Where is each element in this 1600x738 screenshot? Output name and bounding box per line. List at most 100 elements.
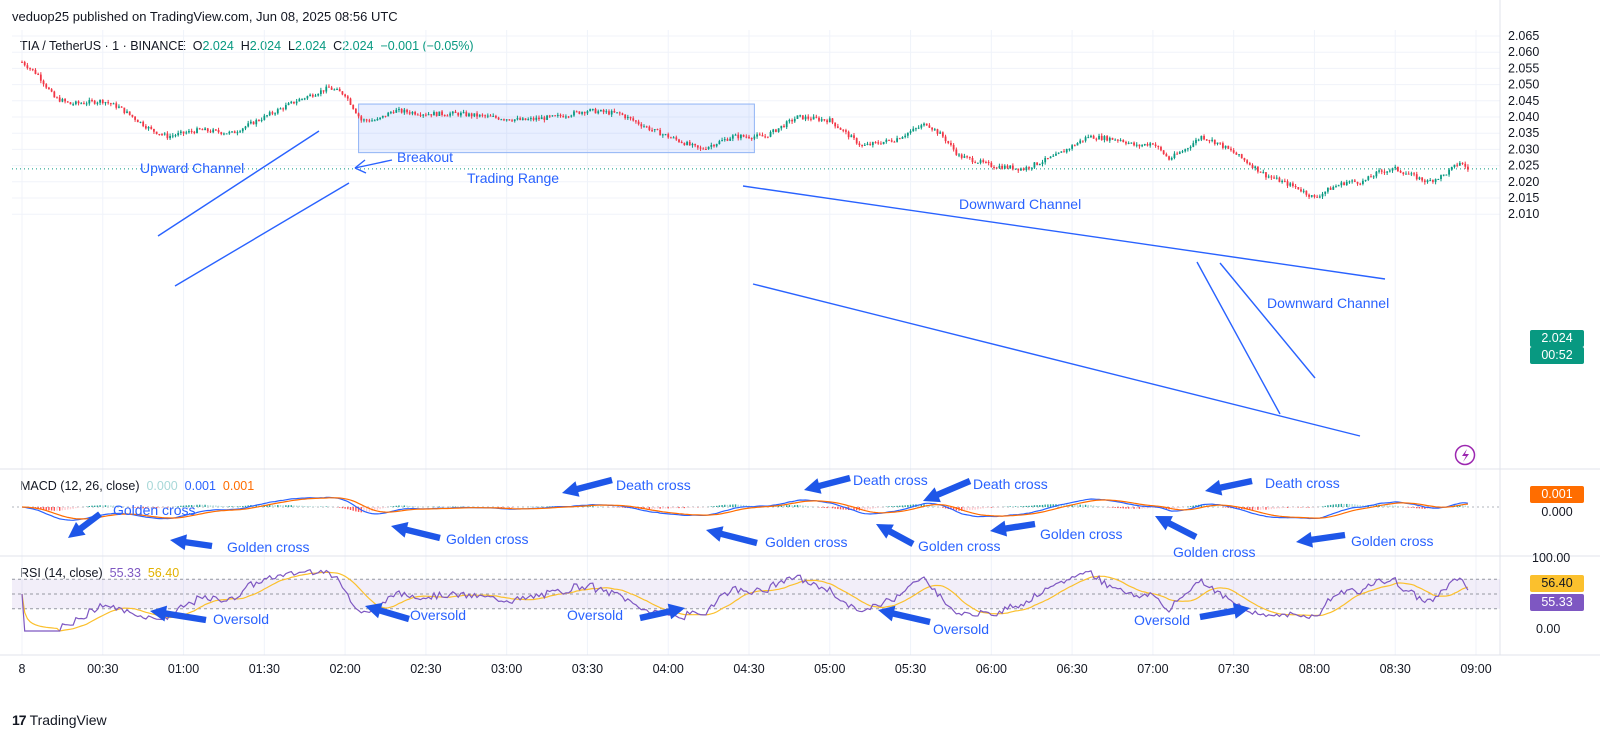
candle-body	[788, 120, 791, 122]
candle-body	[928, 125, 931, 128]
candle-body	[1068, 148, 1071, 150]
candle-body	[282, 108, 285, 110]
candle-body	[635, 120, 637, 122]
candle-body	[909, 131, 912, 133]
candle-body	[1079, 140, 1082, 143]
candle-body	[1224, 145, 1227, 148]
candle-body	[1362, 180, 1364, 184]
candle-body	[1025, 167, 1028, 170]
candle-body	[818, 117, 820, 121]
candle-body	[166, 133, 169, 139]
candle-body	[990, 162, 993, 168]
candle-body	[1305, 190, 1308, 195]
open-label: O	[192, 39, 203, 53]
candle-body	[1232, 150, 1235, 153]
oversold-label: Oversold	[567, 607, 623, 623]
candle-body	[591, 108, 594, 110]
candle-body	[236, 132, 239, 134]
candle-body	[349, 98, 352, 105]
candle-body	[1052, 155, 1055, 157]
publisher-header: veduop25 published on TradingView.com, J…	[12, 9, 398, 24]
candle-body	[987, 162, 990, 164]
brand-name: TradingView	[29, 712, 107, 728]
candle-body	[403, 109, 406, 113]
candle-body	[214, 129, 217, 131]
candle-body	[1289, 183, 1292, 186]
candle-body	[1060, 151, 1063, 153]
candle-body	[1108, 137, 1111, 141]
candle-body	[1195, 139, 1197, 144]
second-channel-left-line	[1196, 261, 1281, 415]
candle-body	[880, 143, 882, 145]
candle-body	[341, 91, 344, 95]
candle-body	[1267, 176, 1270, 178]
macd-signal-line	[21, 497, 1468, 520]
upward-channel-label: Upward Channel	[140, 160, 244, 176]
candle-body	[406, 109, 408, 113]
candle-body	[737, 134, 740, 139]
rsi-scale-top: 100.00	[1532, 551, 1571, 565]
candle-body	[1186, 148, 1189, 150]
candle-body	[882, 141, 885, 145]
candle-body	[325, 86, 328, 92]
candle-body	[136, 119, 139, 123]
candle-body	[293, 101, 295, 104]
candle-body	[1116, 139, 1119, 141]
candle-body	[1300, 189, 1302, 192]
candle-body	[72, 104, 75, 106]
candle-body	[1173, 153, 1176, 158]
candle-body	[298, 99, 301, 102]
candle-body	[898, 138, 901, 140]
price-axis-label: 2.010	[1508, 207, 1539, 221]
candle-body	[1011, 165, 1014, 170]
candle-body	[1345, 181, 1348, 186]
macd-legend[interactable]: MACD (12, 26, close) 0.000 0.001 0.001	[20, 479, 254, 493]
candle-body	[583, 112, 586, 114]
high-value: 2.024	[249, 39, 282, 53]
candle-body	[750, 138, 753, 140]
candle-body	[322, 90, 325, 92]
candle-body	[500, 119, 503, 121]
candle-body	[963, 156, 966, 158]
candle-body	[1065, 149, 1068, 153]
candle-body	[567, 116, 570, 118]
candle-body	[457, 113, 460, 116]
candle-body	[223, 133, 225, 135]
candle-body	[481, 114, 484, 116]
golden-cross-label: Golden cross	[1351, 533, 1433, 549]
candle-body	[1329, 187, 1332, 190]
macd-line-value: 0.001	[184, 479, 216, 493]
candle-body	[807, 116, 810, 119]
candle-body	[188, 130, 190, 133]
candle-body	[505, 119, 508, 121]
candle-body	[893, 141, 896, 143]
candle-body	[1340, 182, 1343, 186]
candle-body	[279, 108, 282, 110]
tradingview-logo[interactable]: 17 TradingView	[12, 712, 107, 728]
candle-body	[93, 100, 96, 104]
candle-body	[1458, 162, 1461, 166]
downward-channel-upper-line	[742, 185, 1386, 280]
candle-body	[158, 134, 161, 136]
candle-body	[694, 143, 697, 146]
bar-countdown-badge: 00:52	[1530, 347, 1584, 364]
candle-body	[1098, 135, 1100, 140]
candle-body	[793, 118, 796, 122]
candle-body	[1030, 167, 1033, 169]
candle-body	[578, 111, 581, 114]
candle-body	[866, 143, 869, 145]
candle-body	[360, 116, 363, 121]
golden-cross-label: Golden cross	[446, 531, 528, 547]
rsi-legend[interactable]: RSI (14, close) 55.33 56.40	[20, 566, 179, 580]
downward-channel-lower-line	[752, 283, 1361, 437]
price-axis-label: 2.020	[1508, 175, 1539, 189]
candle-body	[454, 111, 457, 114]
candle-body	[707, 146, 710, 150]
candle-body	[610, 110, 613, 115]
candle-body	[56, 97, 58, 99]
candle-body	[212, 129, 215, 133]
candle-body	[906, 132, 909, 136]
golden-cross-label: Golden cross	[113, 502, 195, 518]
death-cross-arrow	[923, 478, 972, 503]
